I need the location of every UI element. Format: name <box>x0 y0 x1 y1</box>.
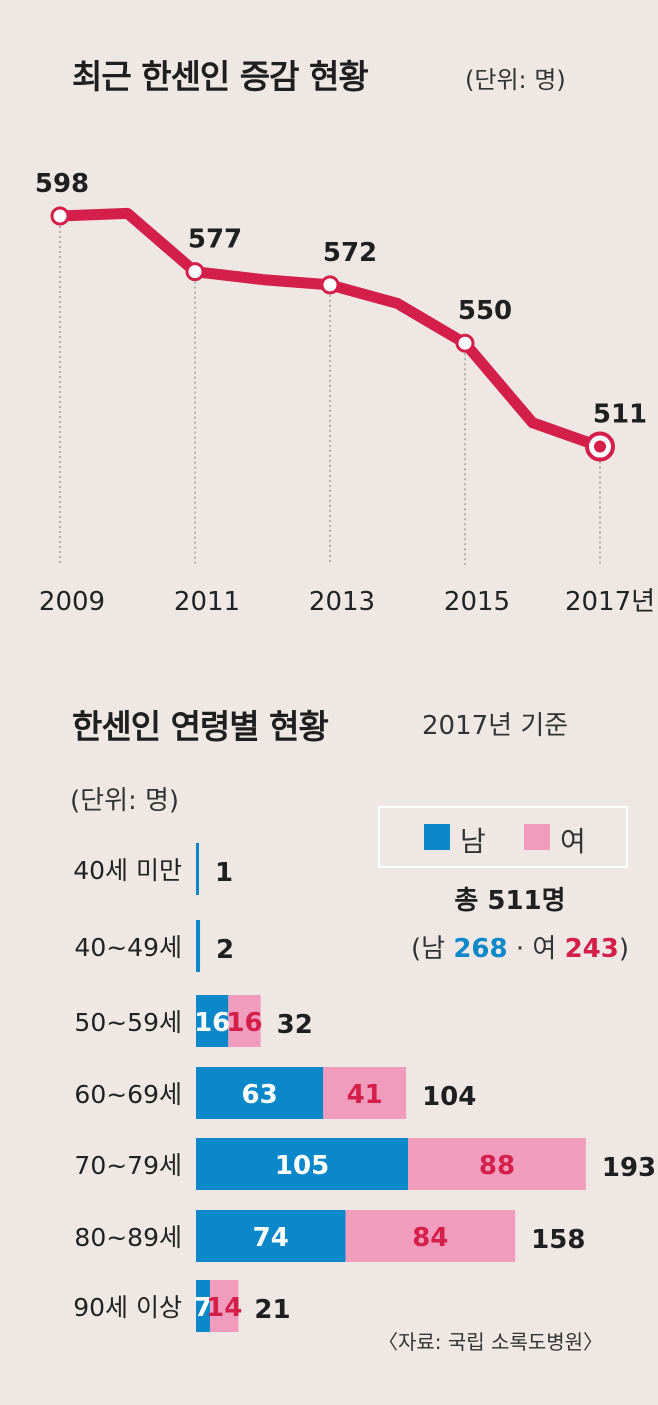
bar-chart-title: 한센인 연령별 현황 <box>72 707 329 746</box>
total-count: 총 511명 <box>454 886 566 916</box>
data-point <box>50 206 70 226</box>
category-label: 40~49세 <box>74 933 182 962</box>
legend-label-female: 여 <box>560 825 586 858</box>
x-tick-label: 2011 <box>174 587 240 617</box>
source-note: 〈자료: 국립 소록도병원〉 <box>378 1330 604 1354</box>
bar-male <box>196 1280 211 1332</box>
data-label: 511 <box>593 400 647 430</box>
category-label: 50~59세 <box>74 1008 182 1037</box>
data-point <box>455 333 475 353</box>
bar-male <box>196 1138 409 1190</box>
data-point <box>320 275 340 295</box>
category-label: 70~79세 <box>74 1151 182 1180</box>
x-tick-label: 2015 <box>444 587 510 617</box>
data-label: 550 <box>458 296 512 326</box>
category-label: 90세 이상 <box>73 1293 182 1322</box>
split-male: 268 <box>453 934 508 964</box>
legend-swatch-male <box>424 824 450 850</box>
split-female: 243 <box>564 934 619 964</box>
total-label: 21 <box>254 1295 290 1325</box>
line-chart-title: 최근 한센인 증감 현황 <box>72 57 369 96</box>
bar-male <box>196 843 199 895</box>
x-tick-label: 2017년 <box>565 587 655 617</box>
total-label: 158 <box>531 1225 585 1255</box>
bar-female <box>323 1067 407 1119</box>
value-label-male: 16 <box>194 1008 230 1038</box>
data-label: 598 <box>35 169 89 199</box>
data-label: 572 <box>323 238 377 268</box>
value-label-male: 63 <box>242 1080 278 1110</box>
legend: 남 여 <box>378 806 628 868</box>
bar-chart-basis: 2017년 기준 <box>422 711 569 741</box>
data-point-highlight-core <box>594 440 606 453</box>
value-label-female: 16 <box>226 1008 262 1038</box>
bar-male <box>196 1067 324 1119</box>
total-label: 1 <box>215 858 233 888</box>
category-label: 60~69세 <box>74 1080 182 1109</box>
bar-male <box>196 1210 346 1262</box>
value-label-female: 84 <box>412 1223 448 1253</box>
value-label-male: 7 <box>194 1293 212 1323</box>
bar-female <box>345 1210 516 1262</box>
bar-male <box>196 920 201 972</box>
bar-female <box>228 995 261 1047</box>
split-sep: · 여 <box>515 934 557 964</box>
total-label: 2 <box>216 935 234 965</box>
data-point <box>185 262 205 282</box>
bar-chart-unit: (단위: 명) <box>70 786 180 816</box>
line-chart-unit: (단위: 명) <box>465 66 566 94</box>
legend-swatch-female <box>524 824 550 850</box>
value-label-male: 74 <box>253 1223 289 1253</box>
value-label-male: 105 <box>275 1151 329 1181</box>
gender-split: (남 268 · 여 243) <box>400 928 640 965</box>
total-label: 104 <box>422 1082 476 1112</box>
total-label: 193 <box>602 1153 656 1183</box>
value-label-female: 41 <box>347 1080 383 1110</box>
data-label: 577 <box>188 225 242 255</box>
bar-female <box>408 1138 586 1190</box>
category-label: 40세 미만 <box>73 856 182 885</box>
split-close: ) <box>618 934 630 964</box>
split-open: (남 <box>410 934 446 964</box>
category-label: 80~89세 <box>74 1223 182 1252</box>
x-tick-label: 2009 <box>39 587 105 617</box>
value-label-female: 88 <box>479 1151 515 1181</box>
bar-male <box>196 995 229 1047</box>
x-tick-label: 2013 <box>309 587 375 617</box>
bar-female <box>210 1280 239 1332</box>
total-label: 32 <box>277 1010 313 1040</box>
legend-label-male: 남 <box>460 825 486 858</box>
value-label-female: 14 <box>206 1293 242 1323</box>
